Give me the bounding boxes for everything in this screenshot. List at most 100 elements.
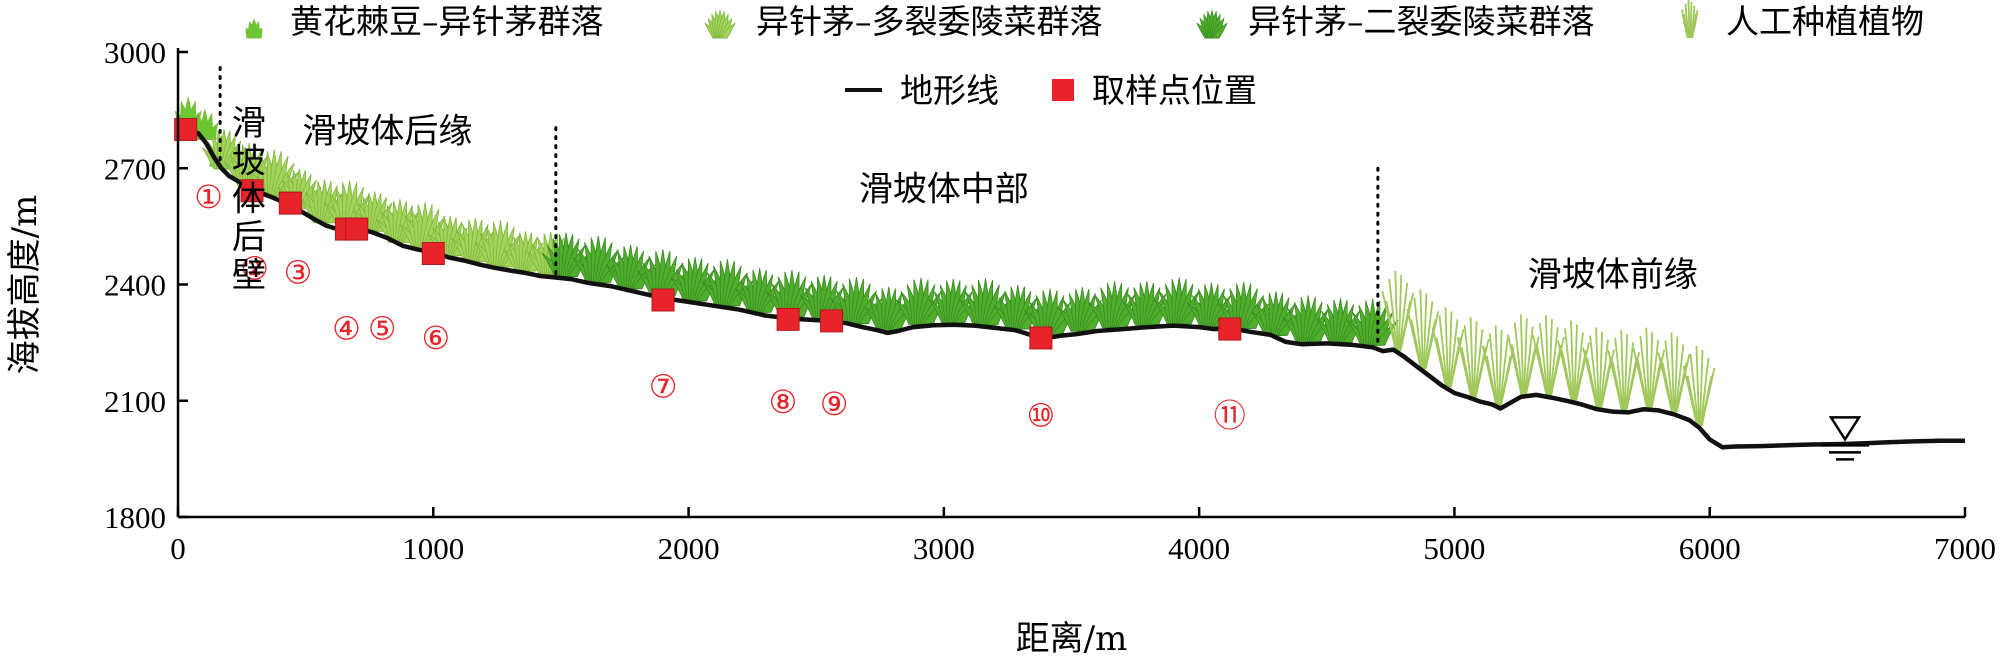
dark-grass-tuft (1251, 291, 1301, 336)
x-tick-label: 2000 (658, 531, 720, 566)
dark-grass-tuft (1186, 282, 1236, 328)
back-wall-label-char: 体 (232, 180, 266, 220)
sample-number-label: ⑦ (649, 368, 678, 406)
vegetation-layer (174, 95, 1716, 427)
grass-blade (721, 22, 736, 39)
reed-grass-tuft (1532, 315, 1565, 396)
reed-blade (1690, 5, 1696, 39)
reed-grass-tuft (1381, 270, 1415, 352)
reed-blade (1524, 326, 1534, 395)
y-tick-label: 3000 (104, 35, 166, 70)
reed-blade (1586, 357, 1599, 408)
zone-boundaries (218, 66, 1380, 347)
dark-grass-tuft (701, 259, 754, 307)
reed-blade (1519, 314, 1525, 395)
grass-blade (1213, 22, 1228, 39)
reed-blade (1419, 289, 1424, 370)
sample-number-label: ② (240, 249, 269, 287)
reed-blade (1435, 337, 1448, 388)
reed-blade (1413, 297, 1423, 370)
legend-label: 异针茅–多裂委陵菜群落 (756, 2, 1103, 41)
axes: 0 1000 2000 3000 4000 5000 6000 7000 1800 2100 240… (104, 35, 1996, 566)
reed-blade (1549, 327, 1559, 396)
reed-blade (1611, 359, 1624, 411)
y-tick-label: 2400 (104, 268, 166, 303)
reed-blade (1499, 355, 1512, 406)
reed-blade (1548, 319, 1553, 396)
reed-blade (1448, 319, 1459, 388)
x-tick-label: 6000 (1679, 531, 1741, 566)
reed-blade (1690, 13, 1697, 39)
dark-grass-tuft (606, 244, 656, 290)
sampling-points (174, 118, 1242, 350)
reed-blade (1448, 311, 1453, 388)
reed-blade (1385, 300, 1398, 352)
grass-blade (254, 27, 263, 39)
reed-grass-tuft (1582, 327, 1615, 408)
grass-blade (1374, 320, 1399, 346)
reed-grass-tuft (1406, 289, 1440, 370)
zone-label: 滑坡体中部 (859, 170, 1029, 210)
reed-blade (1595, 327, 1600, 408)
reed-blade (1661, 362, 1674, 413)
reed-grass-tuft (1682, 345, 1716, 427)
sample-number-label: ⑥ (421, 319, 450, 357)
reed-blade (1645, 327, 1650, 408)
dark-green-grass-icon (1196, 9, 1228, 39)
y-tick-label: 2700 (104, 151, 166, 186)
reed-blade (1485, 355, 1498, 406)
legend-label: 黄花棘豆–异针茅群落 (290, 2, 604, 41)
reed-blade (1589, 335, 1599, 408)
red-square-icon (1052, 79, 1074, 101)
reed-blade (1675, 362, 1688, 413)
reed-blade (1488, 333, 1499, 406)
reed-blade (1639, 335, 1649, 408)
reed-blade (1664, 340, 1674, 413)
reed-blade (1574, 332, 1584, 401)
reed-blade (1544, 315, 1550, 396)
reed-blade (1423, 301, 1434, 370)
y-tick-label: 2100 (104, 384, 166, 419)
sampling-point-marker (776, 307, 800, 331)
reed-grass-tuft (1632, 327, 1666, 408)
reed-blade (1410, 319, 1423, 370)
dark-grass-tuft (1088, 280, 1141, 329)
reed-grass-tuft (1657, 332, 1691, 413)
x-tick-label: 5000 (1423, 531, 1485, 566)
reed-blade (1538, 323, 1549, 396)
reed-blade (1636, 357, 1649, 408)
sample-number-label: ⑤ (368, 310, 397, 348)
sample-number-label: ① (194, 178, 223, 216)
reed-blade (1394, 270, 1399, 351)
sample-number-label: ④ (332, 310, 361, 348)
reed-blade (1573, 324, 1578, 401)
y-tick-label: 1800 (104, 500, 166, 535)
reed-blade (1648, 331, 1654, 408)
reed-blade (1523, 318, 1528, 395)
reed-blade (1498, 329, 1503, 406)
x-tick-label: 4000 (1168, 531, 1230, 566)
reed-blade (1422, 293, 1428, 370)
back-wall-label-char: 后 (232, 218, 266, 258)
reed-blade (1510, 344, 1523, 395)
x-tick-label: 7000 (1934, 531, 1996, 566)
sampling-point-marker (651, 288, 675, 312)
reed-grass-tuft (1431, 307, 1465, 388)
sampling-point-marker (421, 242, 445, 265)
sparse-bright-green-grass-icon (245, 18, 263, 39)
reed-blade (1388, 278, 1398, 351)
x-tick-label: 1000 (402, 531, 464, 566)
sampling-point-marker (174, 118, 198, 141)
reed-blade (1649, 339, 1660, 408)
reed-blade (1684, 3, 1690, 39)
reed-grass-tuft (1456, 317, 1490, 398)
back-wall-label-char: 滑 (232, 104, 266, 144)
reed-blade (1424, 319, 1437, 370)
legend-label: 地形线 (900, 71, 999, 110)
y-axis-label: 海拔高度/m (5, 195, 45, 375)
light-green-grass-icon (704, 9, 736, 39)
thin-reed-grass-icon (1681, 0, 1699, 39)
reed-blade (1625, 359, 1638, 411)
